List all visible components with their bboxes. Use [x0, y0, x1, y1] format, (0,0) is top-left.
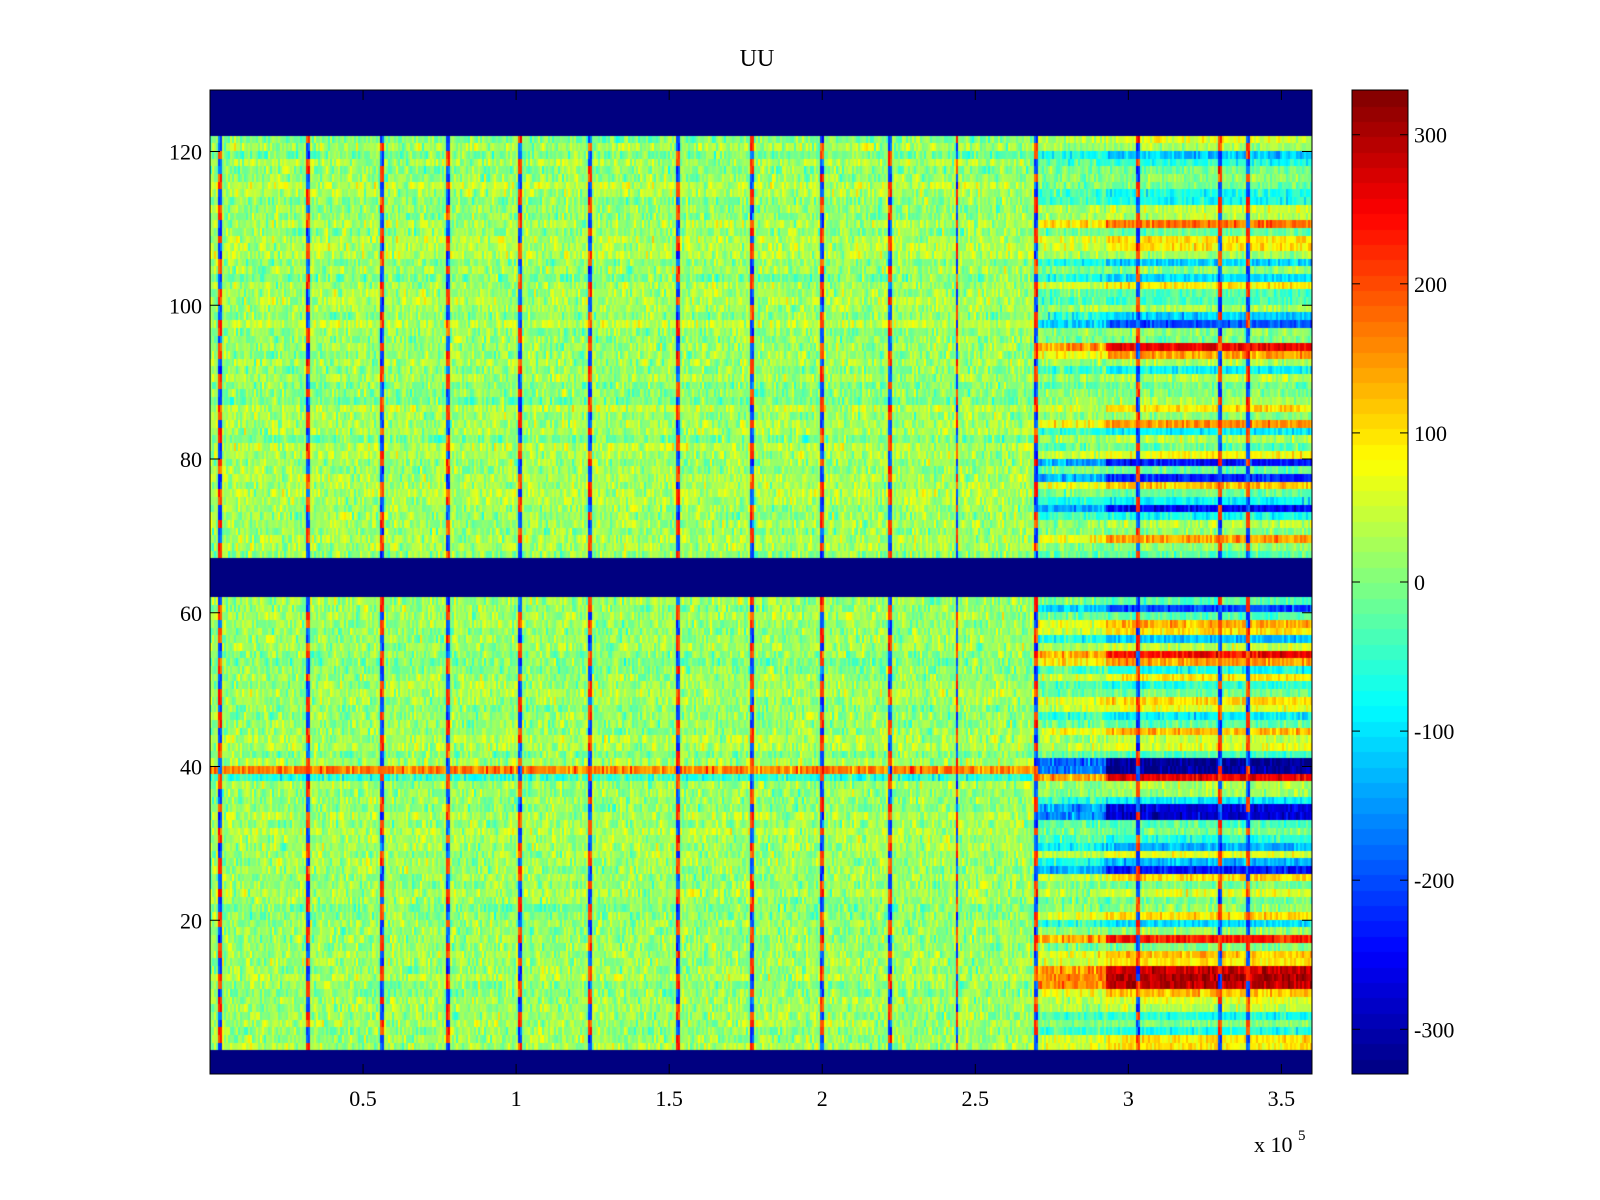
plot-frame: [209, 89, 1313, 1075]
colorbar: 300 200 100 0 -100 -200 -300: [1351, 89, 1454, 1075]
colorbar-ticks: 300 200 100 0 -100 -200 -300: [1352, 123, 1454, 1042]
y-tick-label: 20: [180, 908, 202, 933]
x-tick-label: 2.5: [962, 1086, 990, 1111]
colorbar-tick-label: 200: [1414, 272, 1447, 297]
y-tick-label: 40: [180, 755, 202, 780]
x-tick-label: 3.5: [1268, 1086, 1296, 1111]
heatmap-plot-area: [209, 89, 1313, 1075]
x-tick-label: 1: [511, 1086, 522, 1111]
y-tick-label: 120: [169, 140, 202, 165]
colorbar-tick-label: 0: [1414, 570, 1425, 595]
colorbar-tick-label: -100: [1414, 719, 1454, 744]
x-tick-label: 2: [817, 1086, 828, 1111]
x-exponent-label: x 10 5: [1254, 1128, 1306, 1157]
y-tick-label: 80: [180, 447, 202, 472]
x-axis: 0.5 1 1.5 2 2.5 3 3.5: [349, 90, 1295, 1111]
x-tick-label: 3: [1123, 1086, 1134, 1111]
y-tick-label: 60: [180, 601, 202, 626]
x-tick-label: 0.5: [349, 1086, 377, 1111]
x-tick-label: 1.5: [655, 1086, 683, 1111]
y-axis: 20 40 60 80 100 120: [169, 140, 1312, 933]
y-tick-label: 100: [169, 293, 202, 318]
colorbar-tick-label: 300: [1414, 123, 1447, 148]
x-exponent-power: 5: [1298, 1128, 1306, 1144]
colorbar-tick-label: -200: [1414, 868, 1454, 893]
colorbar-tick-label: 100: [1414, 421, 1447, 446]
colorbar-gradient: [1352, 90, 1408, 1074]
x-exponent-base: x 10: [1254, 1132, 1293, 1157]
chart-title: UU: [740, 46, 775, 72]
heatmap-image: [210, 90, 1312, 1074]
colorbar-tick-label: -300: [1414, 1017, 1454, 1042]
